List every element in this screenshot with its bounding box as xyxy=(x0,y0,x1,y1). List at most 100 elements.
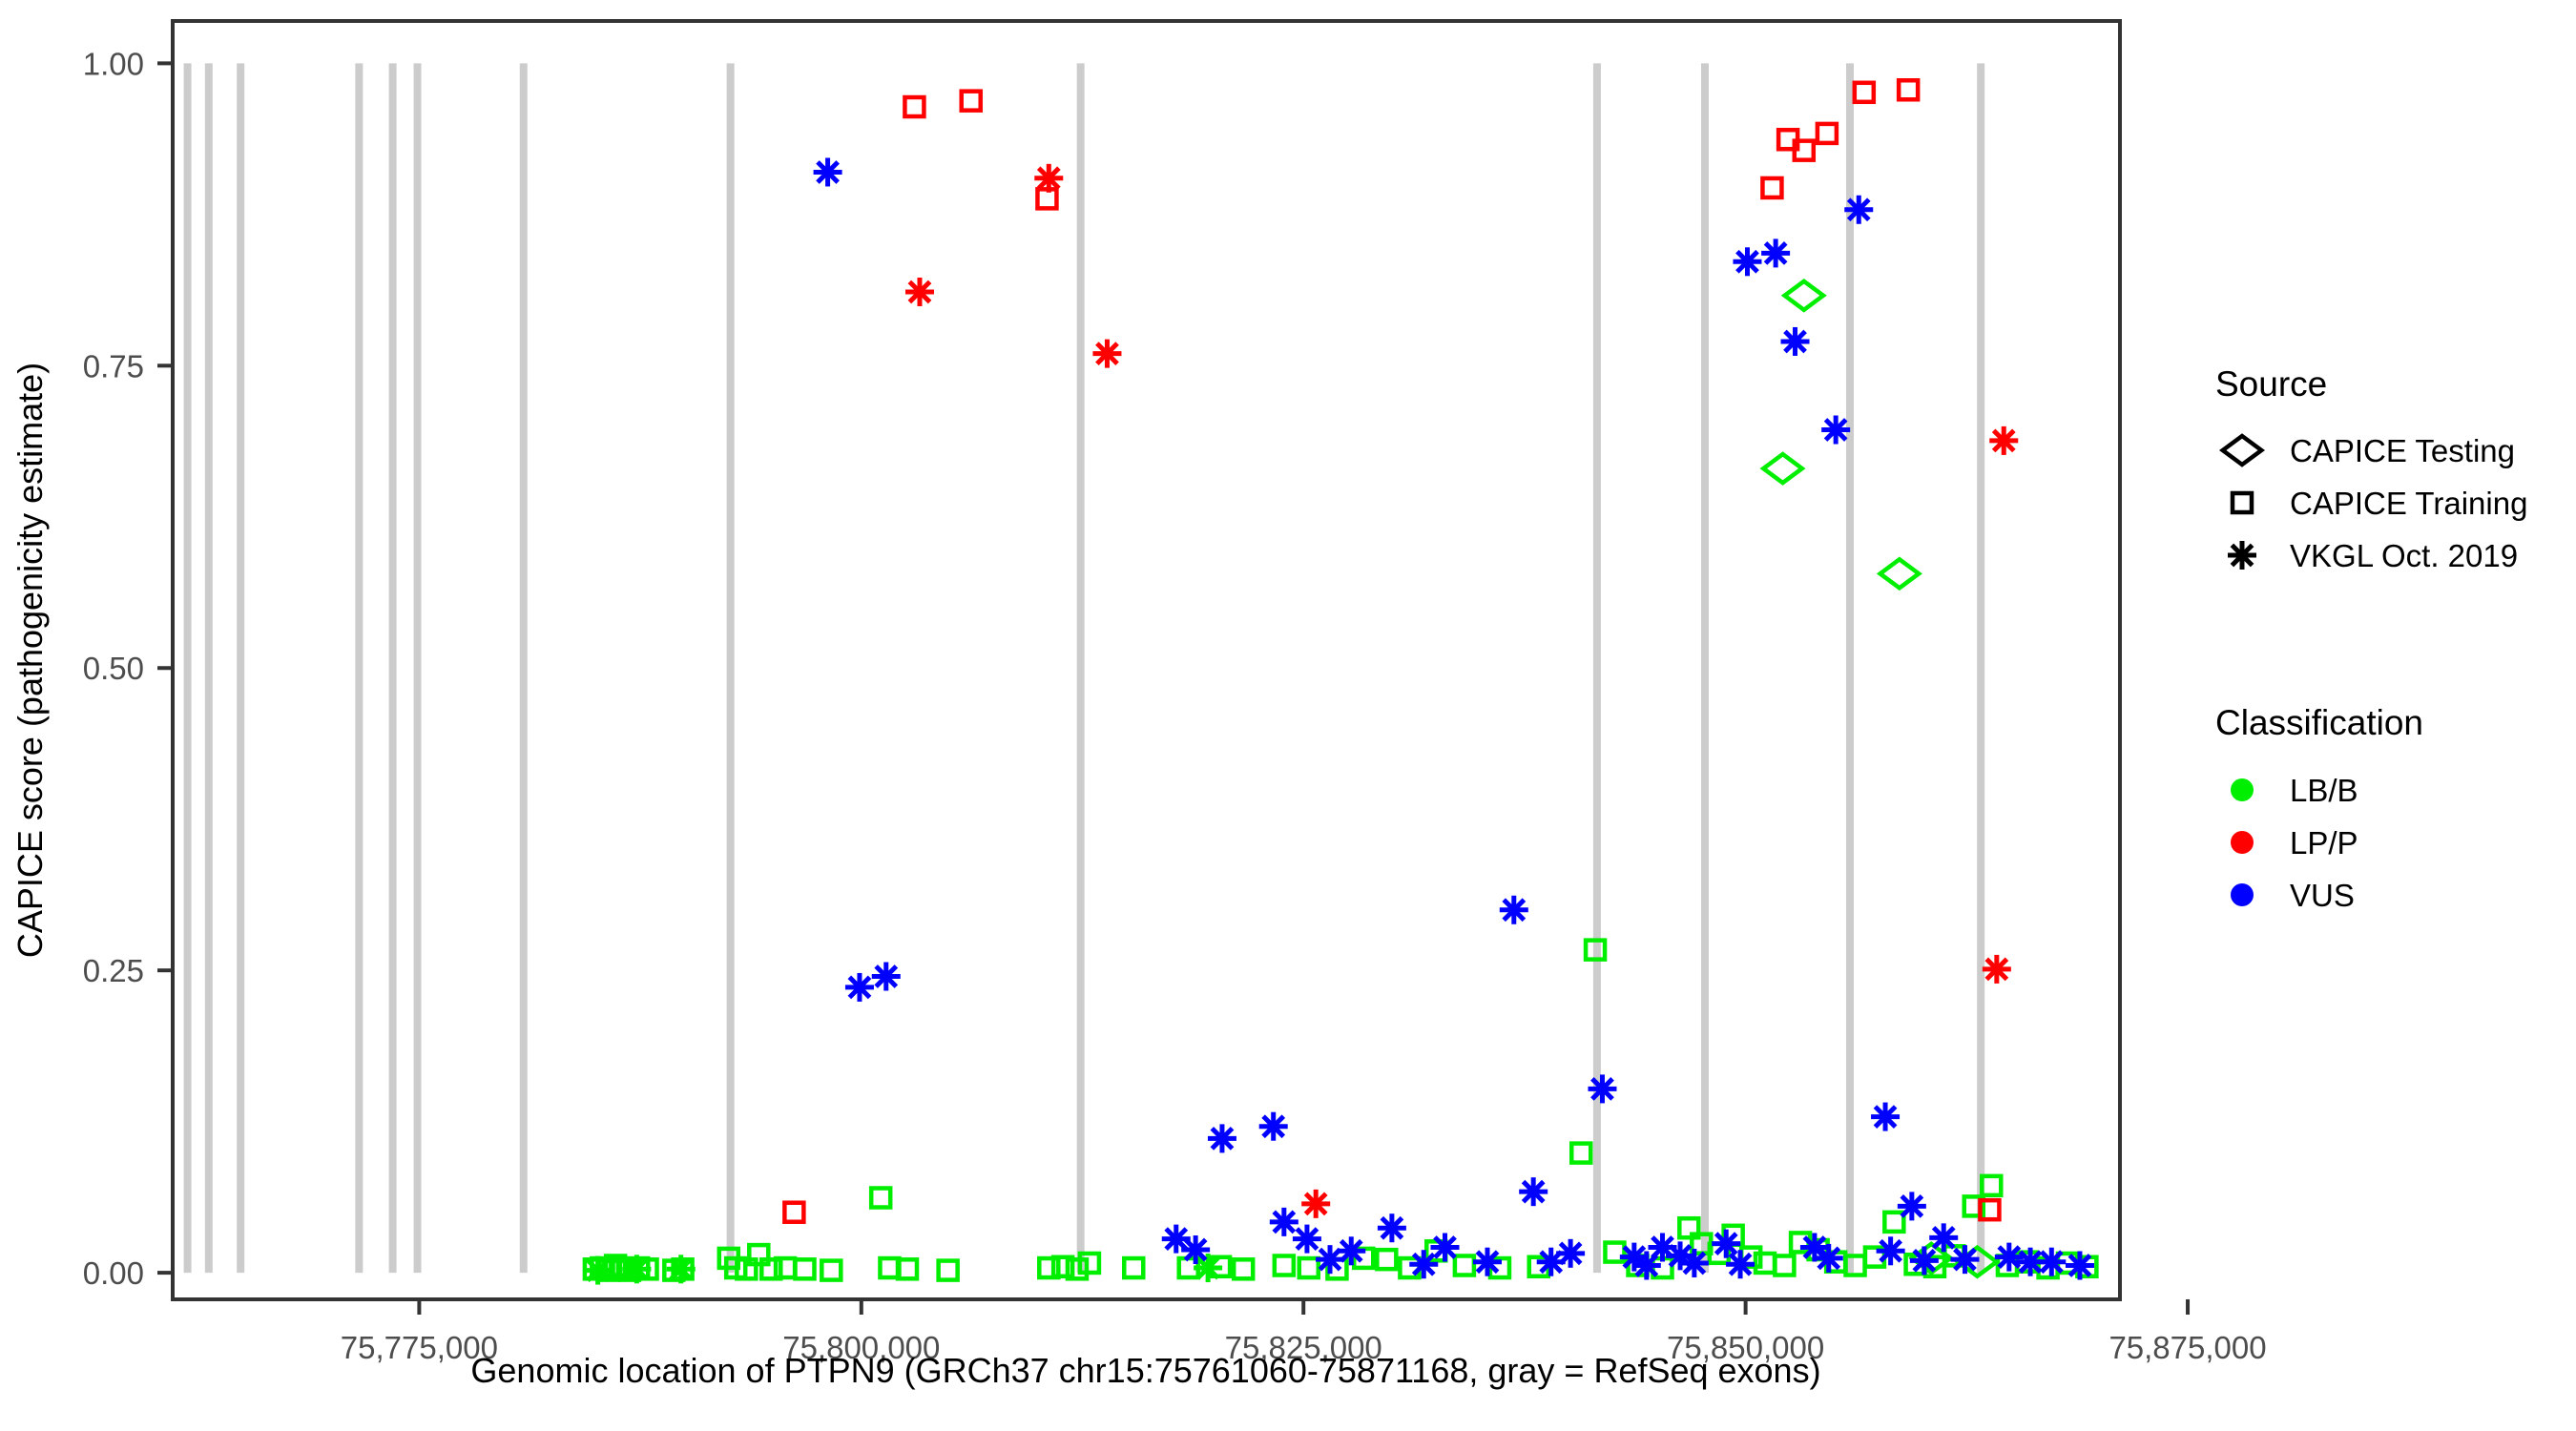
point-LBB-Training-45 xyxy=(1677,1215,1701,1240)
legend-classification-label-2: VUS xyxy=(2290,878,2355,913)
legend-dot-LBB xyxy=(2231,778,2254,801)
point-VUS-Oct.-11 xyxy=(1499,895,1528,924)
point-VUS-Oct.-18 xyxy=(1761,238,1791,268)
point-VUS-Oct.-23 xyxy=(1897,1192,1926,1221)
point-LPP-Oct.-0 xyxy=(904,277,934,306)
point-VUS-Oct.-21 xyxy=(1844,195,1874,224)
point-LBB-Training-40 xyxy=(1568,1141,1593,1165)
point-LBB-Training-57 xyxy=(1882,1210,1906,1234)
point-VUS-Oct.-2 xyxy=(871,962,901,991)
point-VUS-Oct.-37 xyxy=(1814,1243,1843,1273)
legend-source-title: Source xyxy=(2215,364,2327,404)
legend-marker-square-icon xyxy=(2230,490,2254,515)
refseq-exon-lines xyxy=(183,63,1985,1274)
y-axis-ticks xyxy=(157,61,173,1275)
point-LPP-Training-4 xyxy=(1760,176,1784,200)
point-VUS-Oct.-6 xyxy=(1269,1207,1298,1236)
point-VUS-Oct.-1 xyxy=(844,972,874,1002)
point-VUS-Oct.-36 xyxy=(1726,1250,1755,1279)
legend-marker-asterisk-icon xyxy=(2228,541,2256,570)
point-LBB-Training-29 xyxy=(1231,1257,1256,1281)
point-VUS-Oct.-19 xyxy=(1780,326,1810,356)
point-LPP-Training-2 xyxy=(959,89,983,113)
point-VUS-Oct.-3 xyxy=(1161,1224,1191,1254)
legend-dot-LPP xyxy=(2231,831,2254,854)
legend-classification-label-1: LP/P xyxy=(2290,825,2358,861)
x-axis-ticks xyxy=(417,1299,2191,1315)
point-LBB-Training-16 xyxy=(793,1257,817,1281)
point-LBB-Testing-1 xyxy=(1759,451,1806,486)
point-VUS-Oct.-25 xyxy=(1181,1235,1211,1265)
point-VUS-Oct.-14 xyxy=(1588,1074,1617,1104)
point-VUS-Oct.-5 xyxy=(1258,1111,1288,1141)
x-tick-label-0: 75,775,000 xyxy=(341,1330,498,1365)
y-axis-tick-labels: 0.00 0.25 0.50 0.75 1.00 xyxy=(83,46,144,1291)
point-VUS-Oct.-10 xyxy=(1430,1233,1460,1262)
y-axis-title: CAPICE score (pathogenicity estimate) xyxy=(10,363,50,958)
point-LBB-Oct.-3 xyxy=(1194,1254,1223,1283)
point-VUS-Oct.-35 xyxy=(1679,1248,1709,1277)
point-VUS-Oct.-17 xyxy=(1733,247,1762,277)
point-LBB-Oct.-2 xyxy=(666,1255,696,1284)
point-LBB-Training-26 xyxy=(1122,1255,1146,1280)
point-VUS-Oct.-41 xyxy=(1409,1250,1439,1279)
point-LBB-Oct.-1 xyxy=(622,1255,652,1284)
point-LPP-Training-0 xyxy=(782,1200,806,1224)
point-LPP-Training-10 xyxy=(1978,1197,2002,1222)
point-LPP-Training-1 xyxy=(903,94,926,119)
x-tick-label-1: 75,800,000 xyxy=(782,1330,940,1365)
point-LBB-Training-24 xyxy=(1065,1257,1090,1281)
x-axis-title: Genomic location of PTPN9 (GRCh37 chr15:… xyxy=(470,1351,1820,1390)
y-tick-label-3: 0.75 xyxy=(83,348,144,384)
point-LBB-Training-21 xyxy=(936,1258,960,1282)
point-VUS-Oct.-40 xyxy=(2037,1247,2067,1276)
legend-classification-items: LB/B LP/P VUS xyxy=(2231,773,2358,913)
legend-classification-title: Classification xyxy=(2215,703,2423,742)
point-VUS-Oct.-26 xyxy=(1316,1245,1345,1275)
point-VUS-Oct.-22 xyxy=(1871,1102,1901,1131)
y-tick-label-2: 0.50 xyxy=(83,651,144,686)
point-LPP-Oct.-2 xyxy=(1092,339,1122,368)
point-LPP-Oct.-5 xyxy=(1982,954,2011,984)
point-LPP-Training-8 xyxy=(1852,80,1877,105)
point-VUS-Oct.-20 xyxy=(1821,415,1851,445)
point-LBB-Training-23 xyxy=(1050,1255,1075,1279)
point-VUS-Oct.-38 xyxy=(1909,1246,1939,1275)
point-LBB-Testing-0 xyxy=(1780,278,1827,313)
point-LBB-Training-20 xyxy=(895,1257,920,1281)
point-LPP-Training-7 xyxy=(1815,121,1839,146)
point-VUS-Oct.-43 xyxy=(1631,1251,1661,1280)
point-LBB-Training-13 xyxy=(747,1242,771,1267)
point-VUS-Oct.-27 xyxy=(1472,1247,1502,1276)
point-LPP-Oct.-1 xyxy=(1034,163,1064,193)
point-VUS-Oct.-32 xyxy=(1950,1245,1980,1275)
point-VUS-Oct.-24 xyxy=(1929,1223,1959,1253)
point-VUS-Oct.-7 xyxy=(1292,1224,1321,1254)
point-VUS-Oct.-34 xyxy=(2065,1251,2094,1280)
point-VUS-Oct.-39 xyxy=(1994,1242,2024,1272)
point-LBB-Training-31 xyxy=(1297,1255,1321,1280)
y-tick-label-1: 0.25 xyxy=(83,953,144,988)
point-LPP-Oct.-3 xyxy=(1301,1189,1331,1218)
legend-classification-label-0: LB/B xyxy=(2290,773,2358,808)
point-LBB-Training-51 xyxy=(1773,1254,1797,1277)
y-tick-label-0: 0.00 xyxy=(83,1255,144,1291)
point-LBB-Oct.-0 xyxy=(583,1255,613,1285)
point-VUS-Oct.-4 xyxy=(1207,1124,1236,1153)
x-tick-label-3: 75,850,000 xyxy=(1667,1330,1824,1365)
point-LBB-Training-41 xyxy=(1583,938,1608,962)
x-axis-tick-labels: 75,775,000 75,800,000 75,825,000 75,850,000… xyxy=(341,1330,2267,1365)
point-LBB-Training-22 xyxy=(1037,1255,1061,1280)
legend-source-label-2: VKGL Oct. 2019 xyxy=(2290,538,2518,573)
point-LBB-Training-42 xyxy=(1603,1240,1627,1264)
point-LBB-Training-30 xyxy=(1272,1254,1297,1277)
data-point-layer xyxy=(582,78,2099,1285)
point-VUS-Oct.-0 xyxy=(813,157,842,187)
point-LBB-Training-18 xyxy=(868,1186,893,1210)
y-tick-label-4: 1.00 xyxy=(83,46,144,81)
x-tick-label-4: 75,875,000 xyxy=(2109,1330,2266,1365)
legend-marker-diamond-icon xyxy=(2218,433,2266,467)
legend-dot-VUS xyxy=(2231,883,2254,906)
